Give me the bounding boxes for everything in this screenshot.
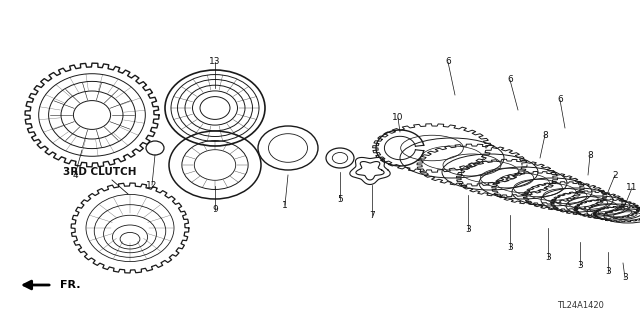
Text: 3: 3: [605, 268, 611, 277]
Text: 13: 13: [209, 57, 221, 66]
Text: 10: 10: [392, 114, 404, 122]
Text: 9: 9: [212, 205, 218, 214]
Text: 6: 6: [557, 95, 563, 105]
Text: 3: 3: [577, 261, 583, 270]
Text: 3RD CLUTCH: 3RD CLUTCH: [63, 167, 137, 177]
Text: 4: 4: [72, 170, 78, 180]
Text: 3: 3: [507, 243, 513, 253]
Text: 6: 6: [445, 57, 451, 66]
Text: 1: 1: [282, 201, 288, 210]
Text: TL24A1420: TL24A1420: [557, 300, 604, 309]
Text: 8: 8: [587, 151, 593, 160]
Text: 12: 12: [147, 181, 157, 189]
Text: 6: 6: [507, 76, 513, 85]
Text: 8: 8: [542, 130, 548, 139]
Text: 11: 11: [627, 183, 637, 192]
Text: 7: 7: [369, 211, 375, 219]
Text: 5: 5: [337, 196, 343, 204]
Text: 2: 2: [612, 170, 618, 180]
Text: FR.: FR.: [60, 280, 81, 290]
Text: 3: 3: [622, 273, 628, 283]
Text: 3: 3: [545, 254, 551, 263]
Text: 3: 3: [465, 226, 471, 234]
